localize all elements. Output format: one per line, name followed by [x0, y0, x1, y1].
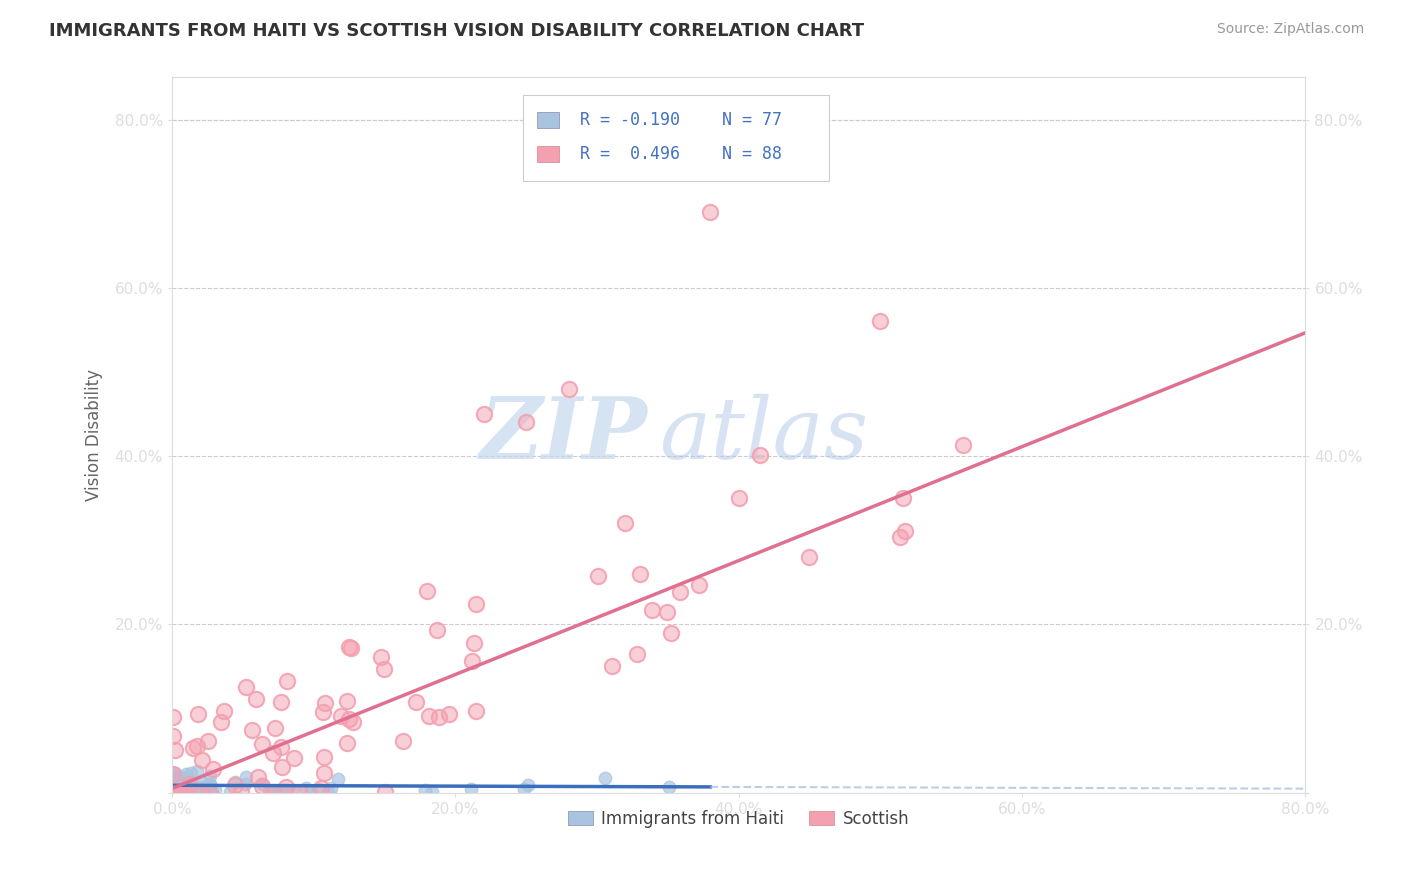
Text: Source: ZipAtlas.com: Source: ZipAtlas.com	[1216, 22, 1364, 37]
Text: IMMIGRANTS FROM HAITI VS SCOTTISH VISION DISABILITY CORRELATION CHART: IMMIGRANTS FROM HAITI VS SCOTTISH VISION…	[49, 22, 865, 40]
Bar	[537, 146, 560, 161]
Text: N = 77: N = 77	[721, 112, 782, 129]
Text: R = -0.190: R = -0.190	[579, 112, 681, 129]
Bar	[537, 112, 560, 128]
Text: N = 88: N = 88	[721, 145, 782, 163]
Text: R =  0.496: R = 0.496	[579, 145, 681, 163]
FancyBboxPatch shape	[523, 95, 830, 181]
Text: ZIP: ZIP	[479, 393, 648, 477]
Y-axis label: Vision Disability: Vision Disability	[86, 369, 103, 501]
Legend: Immigrants from Haiti, Scottish: Immigrants from Haiti, Scottish	[561, 803, 915, 834]
Text: atlas: atlas	[659, 393, 869, 476]
